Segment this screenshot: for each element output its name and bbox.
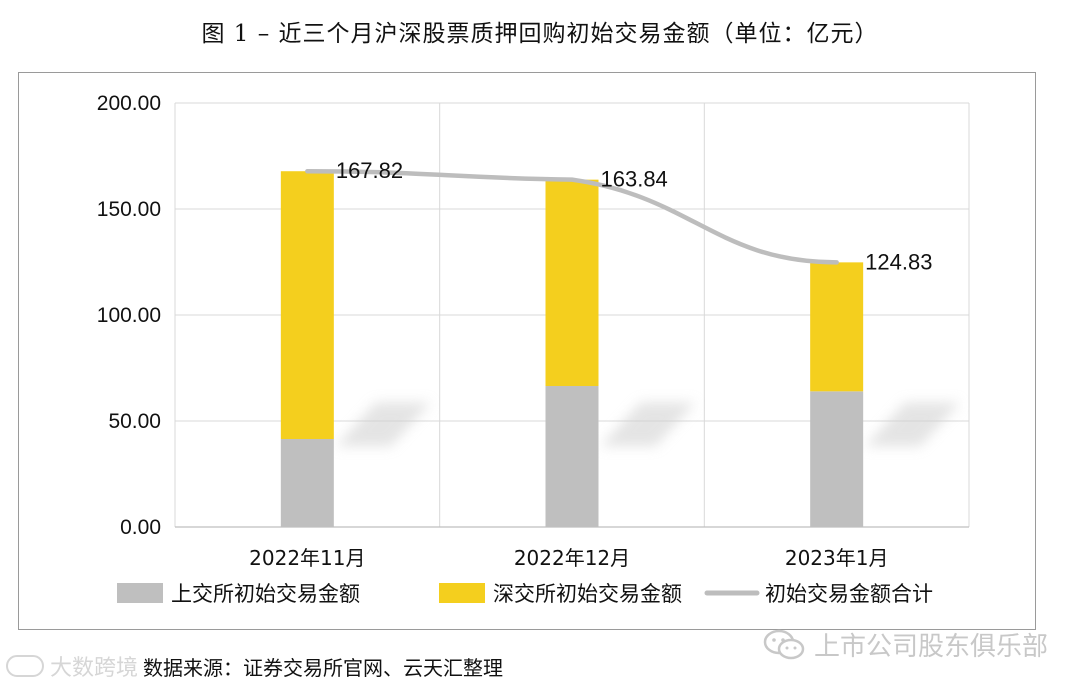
legend-label: 上交所初始交易金额 (171, 582, 360, 606)
data-label: 163.84 (601, 167, 668, 192)
bar-sse (810, 391, 864, 527)
bar-shadows (335, 402, 961, 447)
y-tick-label: 0.00 (120, 516, 161, 539)
bar-szse (810, 262, 864, 392)
data-source-note: 数据来源：证券交易所官网、云天汇整理 (143, 656, 503, 680)
bar-sse (545, 386, 599, 527)
x-category-label: 2022年12月 (514, 546, 630, 570)
stacked-bar-line-chart: 167.82 163.84 124.83 0.00 50.00 100.00 150.00… (97, 92, 970, 606)
total-series-line (305, 168, 839, 265)
bar-szse (280, 171, 334, 440)
data-labels: 167.82 163.84 124.83 (336, 158, 933, 274)
x-category-label: 2022年11月 (249, 546, 365, 570)
data-label: 124.83 (865, 249, 932, 274)
bars (280, 171, 864, 527)
brand-logo-icon (6, 655, 44, 677)
axes: 0.00 50.00 100.00 150.00 200.00 2022年11月 2022年… (97, 92, 969, 570)
bar-shadow (335, 402, 431, 447)
wechat-icon (763, 629, 805, 659)
watermark-right: 上市公司股东俱乐部 (762, 626, 1048, 663)
bar-shadow (865, 402, 961, 447)
legend: 上交所初始交易金额 深交所初始交易金额 初始交易金额合计 (117, 582, 933, 606)
y-tick-label: 150.00 (97, 198, 161, 221)
legend-item: 上交所初始交易金额 (117, 582, 360, 606)
watermark-left-text: 大数跨境 (50, 656, 139, 681)
legend-item: 初始交易金额合计 (704, 582, 933, 606)
bar-szse (545, 179, 599, 387)
y-tick-label: 50.00 (108, 410, 161, 433)
bar-sse (280, 439, 334, 527)
bar-shadow (600, 402, 696, 447)
legend-label: 深交所初始交易金额 (493, 582, 682, 606)
legend-swatch (439, 583, 485, 603)
legend-label: 初始交易金额合计 (765, 582, 933, 606)
y-tick-label: 100.00 (97, 304, 161, 327)
y-tick-label: 200.00 (97, 92, 161, 115)
total-line (305, 168, 839, 265)
legend-item: 深交所初始交易金额 (439, 582, 682, 606)
data-label: 167.82 (336, 158, 403, 183)
legend-swatch (117, 583, 163, 603)
chart-frame: 167.82 163.84 124.83 0.00 50.00 100.00 150.00… (18, 72, 1036, 630)
watermark-right-text: 上市公司股东俱乐部 (814, 632, 1049, 662)
chart-title: 图 1 – 近三个月沪深股票质押回购初始交易金额（单位：亿元） (201, 21, 879, 47)
watermark-left: 大数跨境 (6, 650, 138, 682)
x-category-label: 2023年1月 (785, 546, 889, 570)
